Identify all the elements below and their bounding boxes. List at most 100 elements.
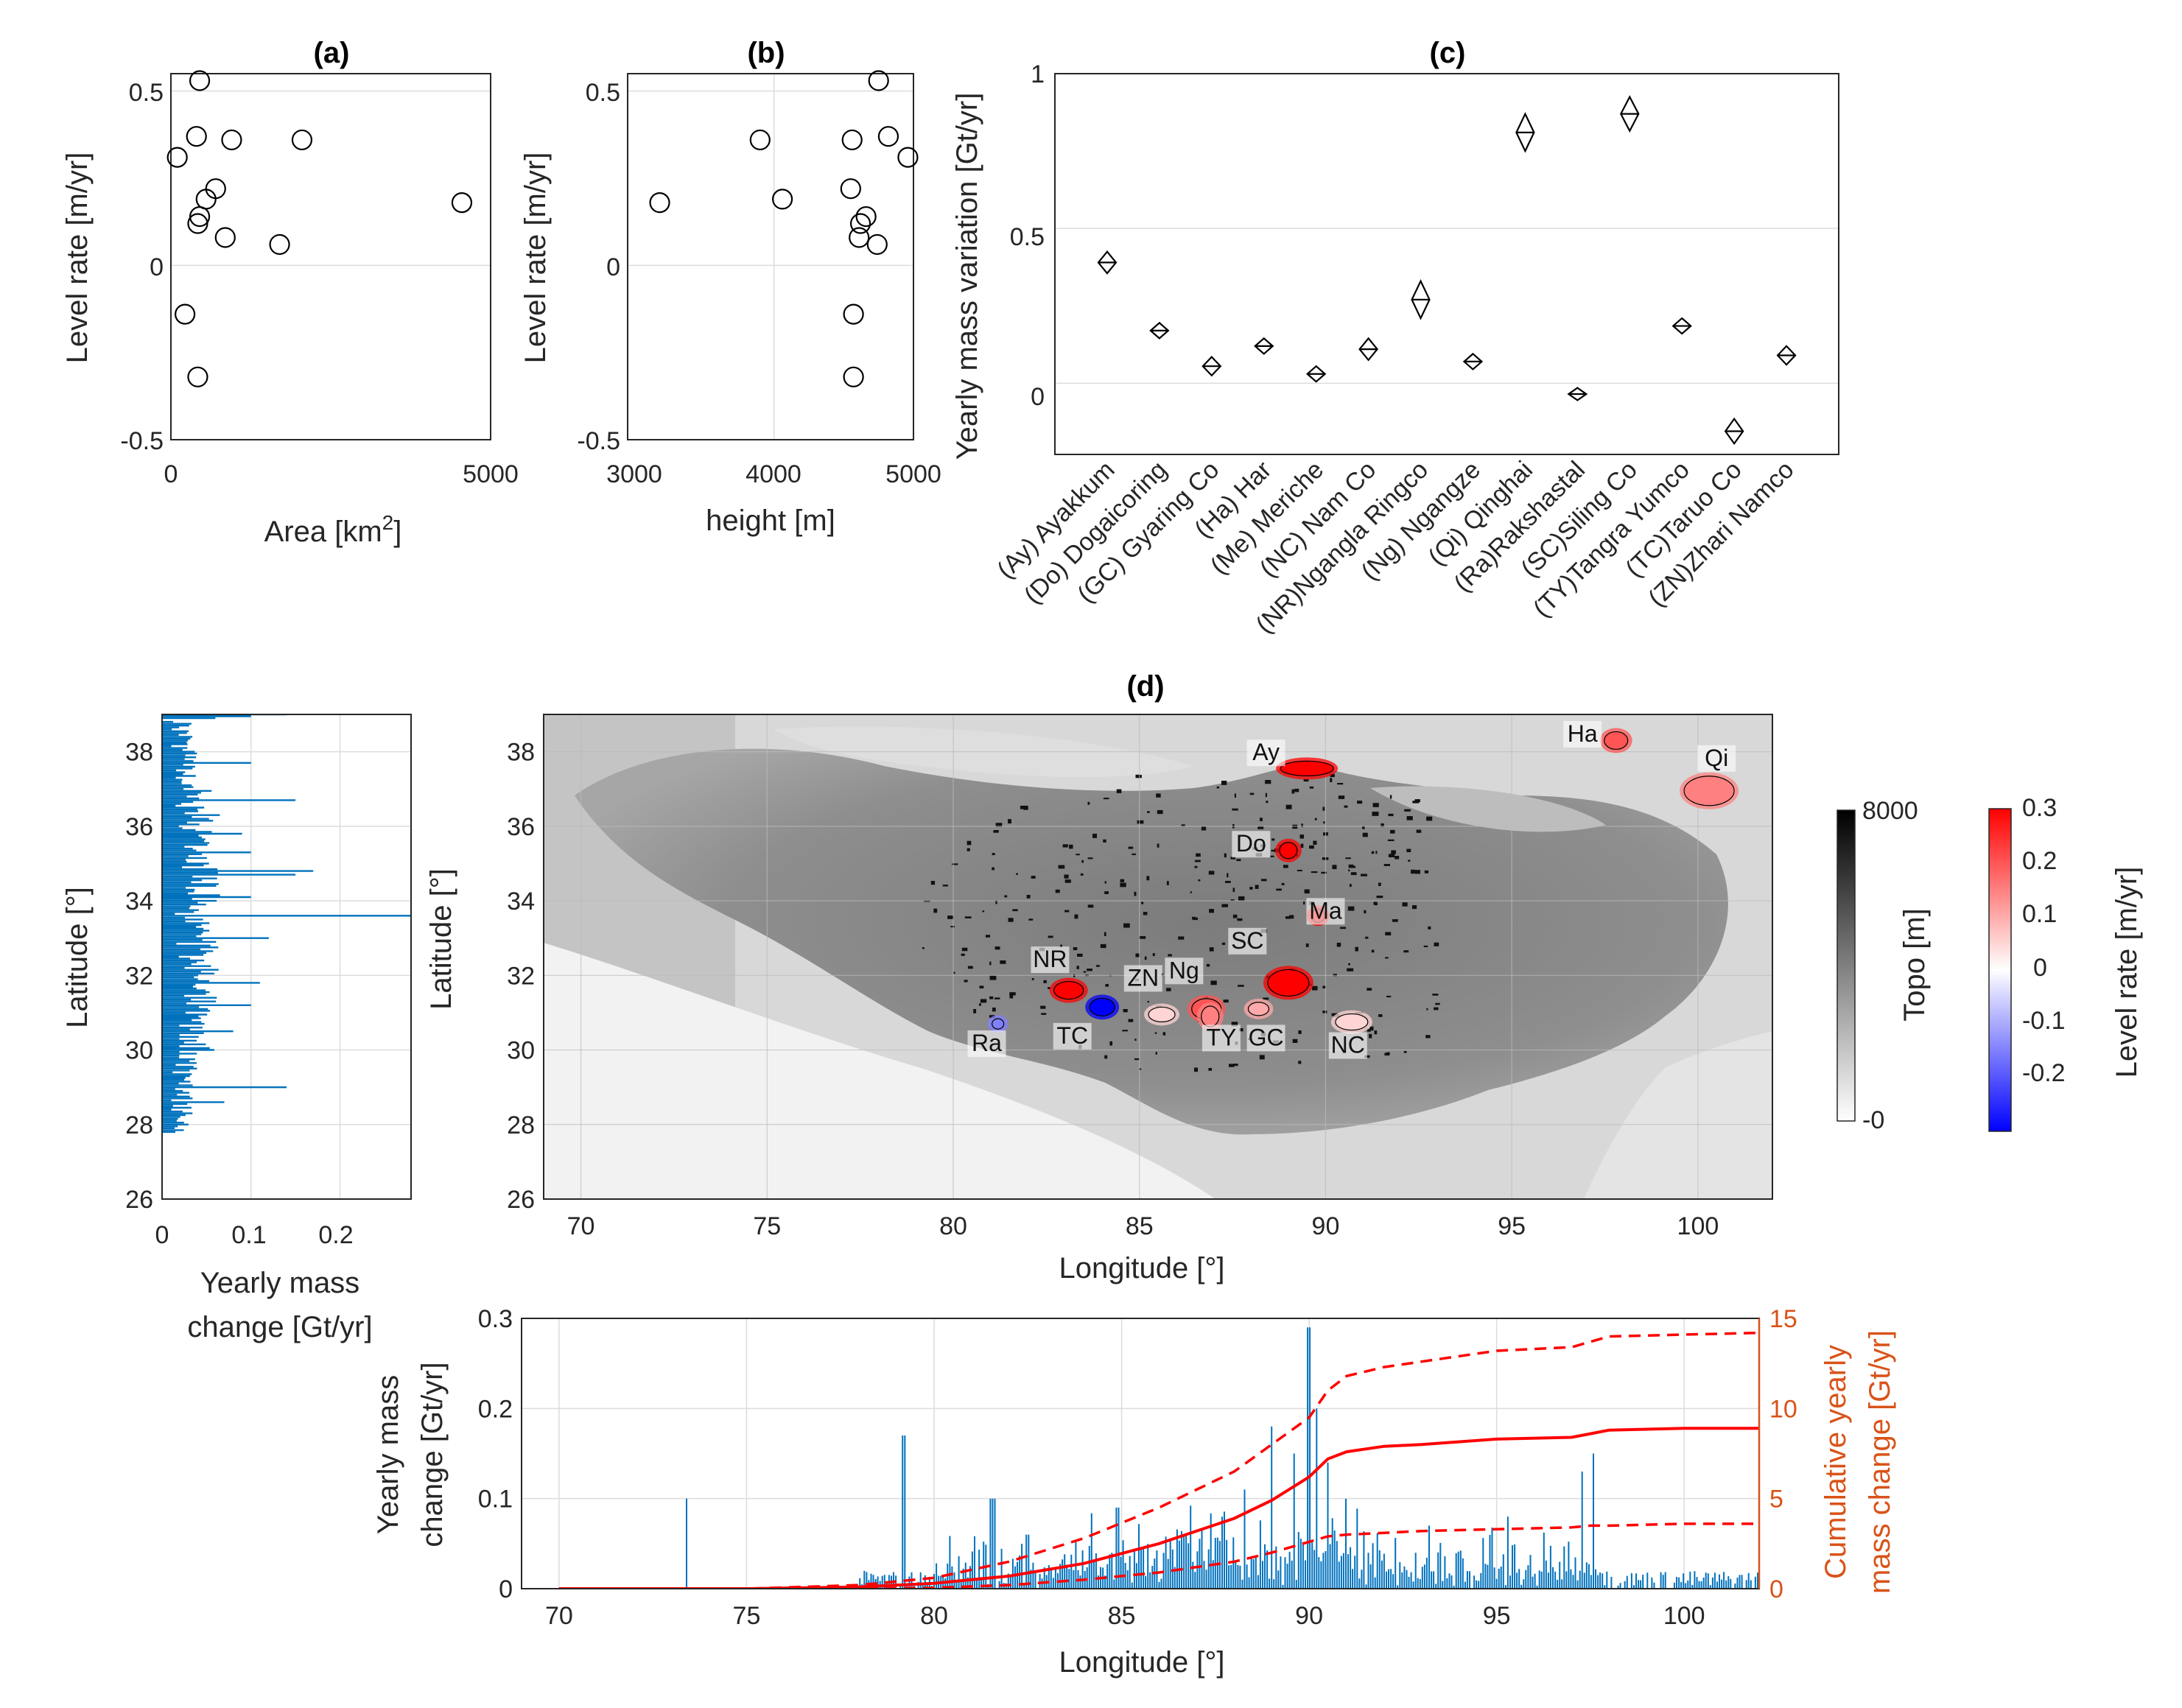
map-lake-dot — [1048, 987, 1051, 989]
map-lake-dot — [1364, 1055, 1370, 1058]
colorbar-rate-tick: 0.3 — [2022, 794, 2057, 822]
lake-label: Ng — [1169, 957, 1199, 983]
map-lake-dot — [1283, 865, 1288, 868]
map-lake-dot — [1031, 977, 1034, 980]
lake-label-bg — [1232, 831, 1271, 858]
map-lake-dot — [1210, 980, 1217, 985]
map-lake-dot — [1408, 860, 1411, 862]
panel-b-point — [849, 213, 871, 234]
map-lake-dot — [1076, 966, 1079, 969]
cumulative-line — [558, 1427, 1759, 1589]
panel-d-ytick: 30 — [507, 1037, 535, 1065]
map-lake-dot — [979, 985, 984, 988]
map-lake-dot — [1122, 1030, 1129, 1032]
map-lake-dot — [1004, 895, 1008, 898]
lon-profile-y2label-line2: mass change [Gt/yr] — [1864, 1330, 1896, 1594]
map-lake-dot — [1076, 854, 1080, 856]
map-lake-dot — [1371, 949, 1375, 953]
map-lake-dot — [1128, 1019, 1134, 1022]
map-lake-dot — [995, 900, 997, 904]
map-lake-dot — [1323, 821, 1325, 824]
map-lake-dot — [1228, 1064, 1235, 1067]
colorbar-rate-tick: 0.1 — [2022, 900, 2057, 928]
map-lake-dot — [1232, 888, 1235, 893]
lon-profile-y2tick: 10 — [1769, 1395, 1797, 1423]
map-lake-dot — [1375, 851, 1378, 854]
panel-c-ytick: 0.5 — [1010, 223, 1045, 251]
map-lake-dot — [1403, 1050, 1407, 1053]
map-lake-dot — [993, 830, 999, 833]
map-lake-dot — [1143, 912, 1148, 915]
map-lake-dot — [1373, 902, 1376, 905]
map-lake-dot — [1372, 812, 1379, 816]
colorbar-topo-max: 8000 — [1862, 797, 1918, 825]
map-lake-dot — [1362, 832, 1368, 837]
panel-a-point — [166, 147, 188, 168]
map-lake-dot — [1381, 823, 1384, 827]
map-lake-dot — [1378, 882, 1381, 886]
lake-label: Do — [1236, 830, 1266, 857]
map-lake-dot — [1388, 854, 1395, 857]
map-lake-dot — [1313, 840, 1317, 845]
map-lake-dot — [1367, 1029, 1371, 1032]
map-lake-dot — [1077, 953, 1083, 957]
panel-c: (c) 1 0.5 0 Yearly mass variation [Gt/yr… — [951, 37, 1839, 639]
map-lake-dot — [1361, 874, 1367, 876]
panel-b-point — [866, 233, 888, 256]
colorbar-rate: 0.3 0.2 0.1 0 -0.1 -0.2 Level rate [m/yr… — [1988, 794, 2143, 1132]
map-lake-dot — [1073, 947, 1078, 951]
map-lake-dot — [1303, 901, 1305, 905]
map-lake-dot — [1146, 876, 1150, 881]
lake-label-bg — [1328, 1032, 1367, 1059]
map-lake-dot — [1087, 969, 1092, 971]
panel-a-point — [187, 213, 208, 234]
map-lake-dot — [1374, 902, 1378, 906]
map-lake-dot — [1157, 809, 1163, 815]
lat-profile-ytick: 36 — [125, 813, 153, 841]
map-lake-dot — [1357, 801, 1363, 804]
map-lake-dot — [1428, 926, 1431, 929]
lon-profile-y2tick: 5 — [1769, 1486, 1783, 1514]
map-lake-dot — [1055, 889, 1060, 893]
colorbar-topo-min: -0 — [1862, 1106, 1884, 1134]
map-lake-dot — [1139, 1068, 1141, 1070]
map-lake-dot — [1340, 927, 1347, 929]
map-lake-dot — [1406, 848, 1411, 853]
panel-a-axes — [170, 73, 491, 440]
map-lake-dot — [1238, 985, 1244, 987]
sichuan-basin — [1584, 1031, 1772, 1199]
map-lake-dot — [947, 915, 954, 919]
lake-label: Ma — [1309, 897, 1342, 924]
map-lake-dot — [1309, 786, 1314, 789]
map-lake-dot — [1403, 950, 1409, 953]
map-lake-dot — [1221, 780, 1227, 785]
map-lake-dot — [1221, 942, 1226, 945]
panel-a-xtick: 0 — [164, 460, 178, 488]
map-lake-dot — [1412, 905, 1417, 910]
panel-c-diamond — [1620, 95, 1640, 133]
map-lake-dot — [1384, 1052, 1390, 1056]
map-lake-dot — [1350, 872, 1357, 876]
map-lake-dot — [1369, 1026, 1374, 1031]
lake-label-bg — [1246, 739, 1285, 767]
map-lake-dot — [1260, 818, 1263, 821]
map-lake-dot — [1230, 857, 1236, 860]
map-lake-dot — [1109, 1041, 1113, 1046]
map-lake-dot — [1321, 871, 1327, 874]
map-lake-dot — [1271, 838, 1275, 841]
map-lake-dot — [1178, 936, 1185, 940]
map-lake-dot — [1297, 869, 1302, 871]
map-lake-dot — [1406, 816, 1413, 820]
panel-b-xtick: 4000 — [746, 460, 801, 488]
lon-profile-xtick: 85 — [1108, 1602, 1136, 1630]
map-lake-dot — [1237, 918, 1243, 921]
map-lake-dot — [1020, 805, 1027, 809]
map-lake-dot — [1265, 779, 1271, 784]
lake-label-bg — [1697, 745, 1736, 772]
map-lake-dot — [1291, 789, 1295, 794]
panel-b-xlabel: height [m] — [706, 505, 835, 537]
map-lake-dot — [1260, 879, 1267, 882]
panel-b-point — [843, 303, 864, 325]
map-lake-dot — [1209, 947, 1214, 952]
lake-label: GC — [1249, 1024, 1284, 1050]
